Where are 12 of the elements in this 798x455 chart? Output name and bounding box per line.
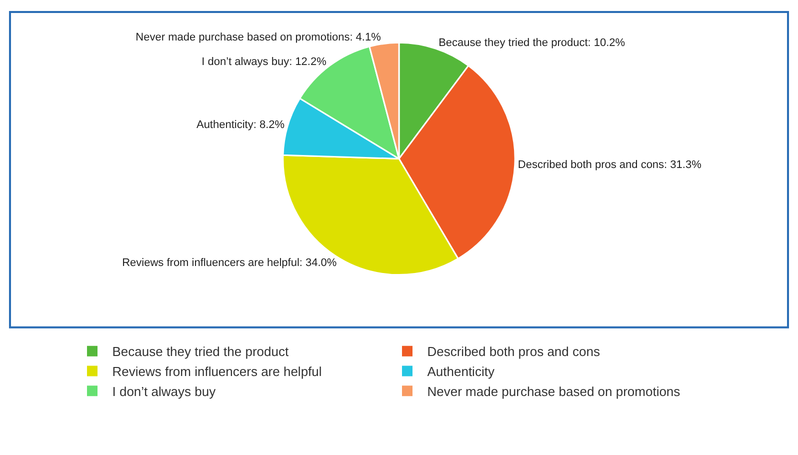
legend-label: I don’t always buy <box>112 384 216 399</box>
legend-label: Never made purchase based on promotions <box>427 384 681 399</box>
legend-label: Because they tried the product <box>112 344 289 360</box>
legend-label: Described both pros and cons <box>427 344 600 360</box>
data-label: Described both pros and cons: 31.3% <box>518 158 702 171</box>
data-label: Authenticity: 8.2% <box>196 119 285 132</box>
data-label: Reviews from influencers are helpful: 34.0% <box>122 257 337 270</box>
data-label: I don’t always buy: 12.2% <box>202 56 327 68</box>
data-label: Never made purchase based on promotions: 4.1% <box>136 32 382 44</box>
legend-label: Reviews from influencers are helpful <box>112 364 322 380</box>
data-label: Because they tried the product: 10.2% <box>438 37 626 50</box>
legend-label: Authenticity <box>427 364 495 380</box>
